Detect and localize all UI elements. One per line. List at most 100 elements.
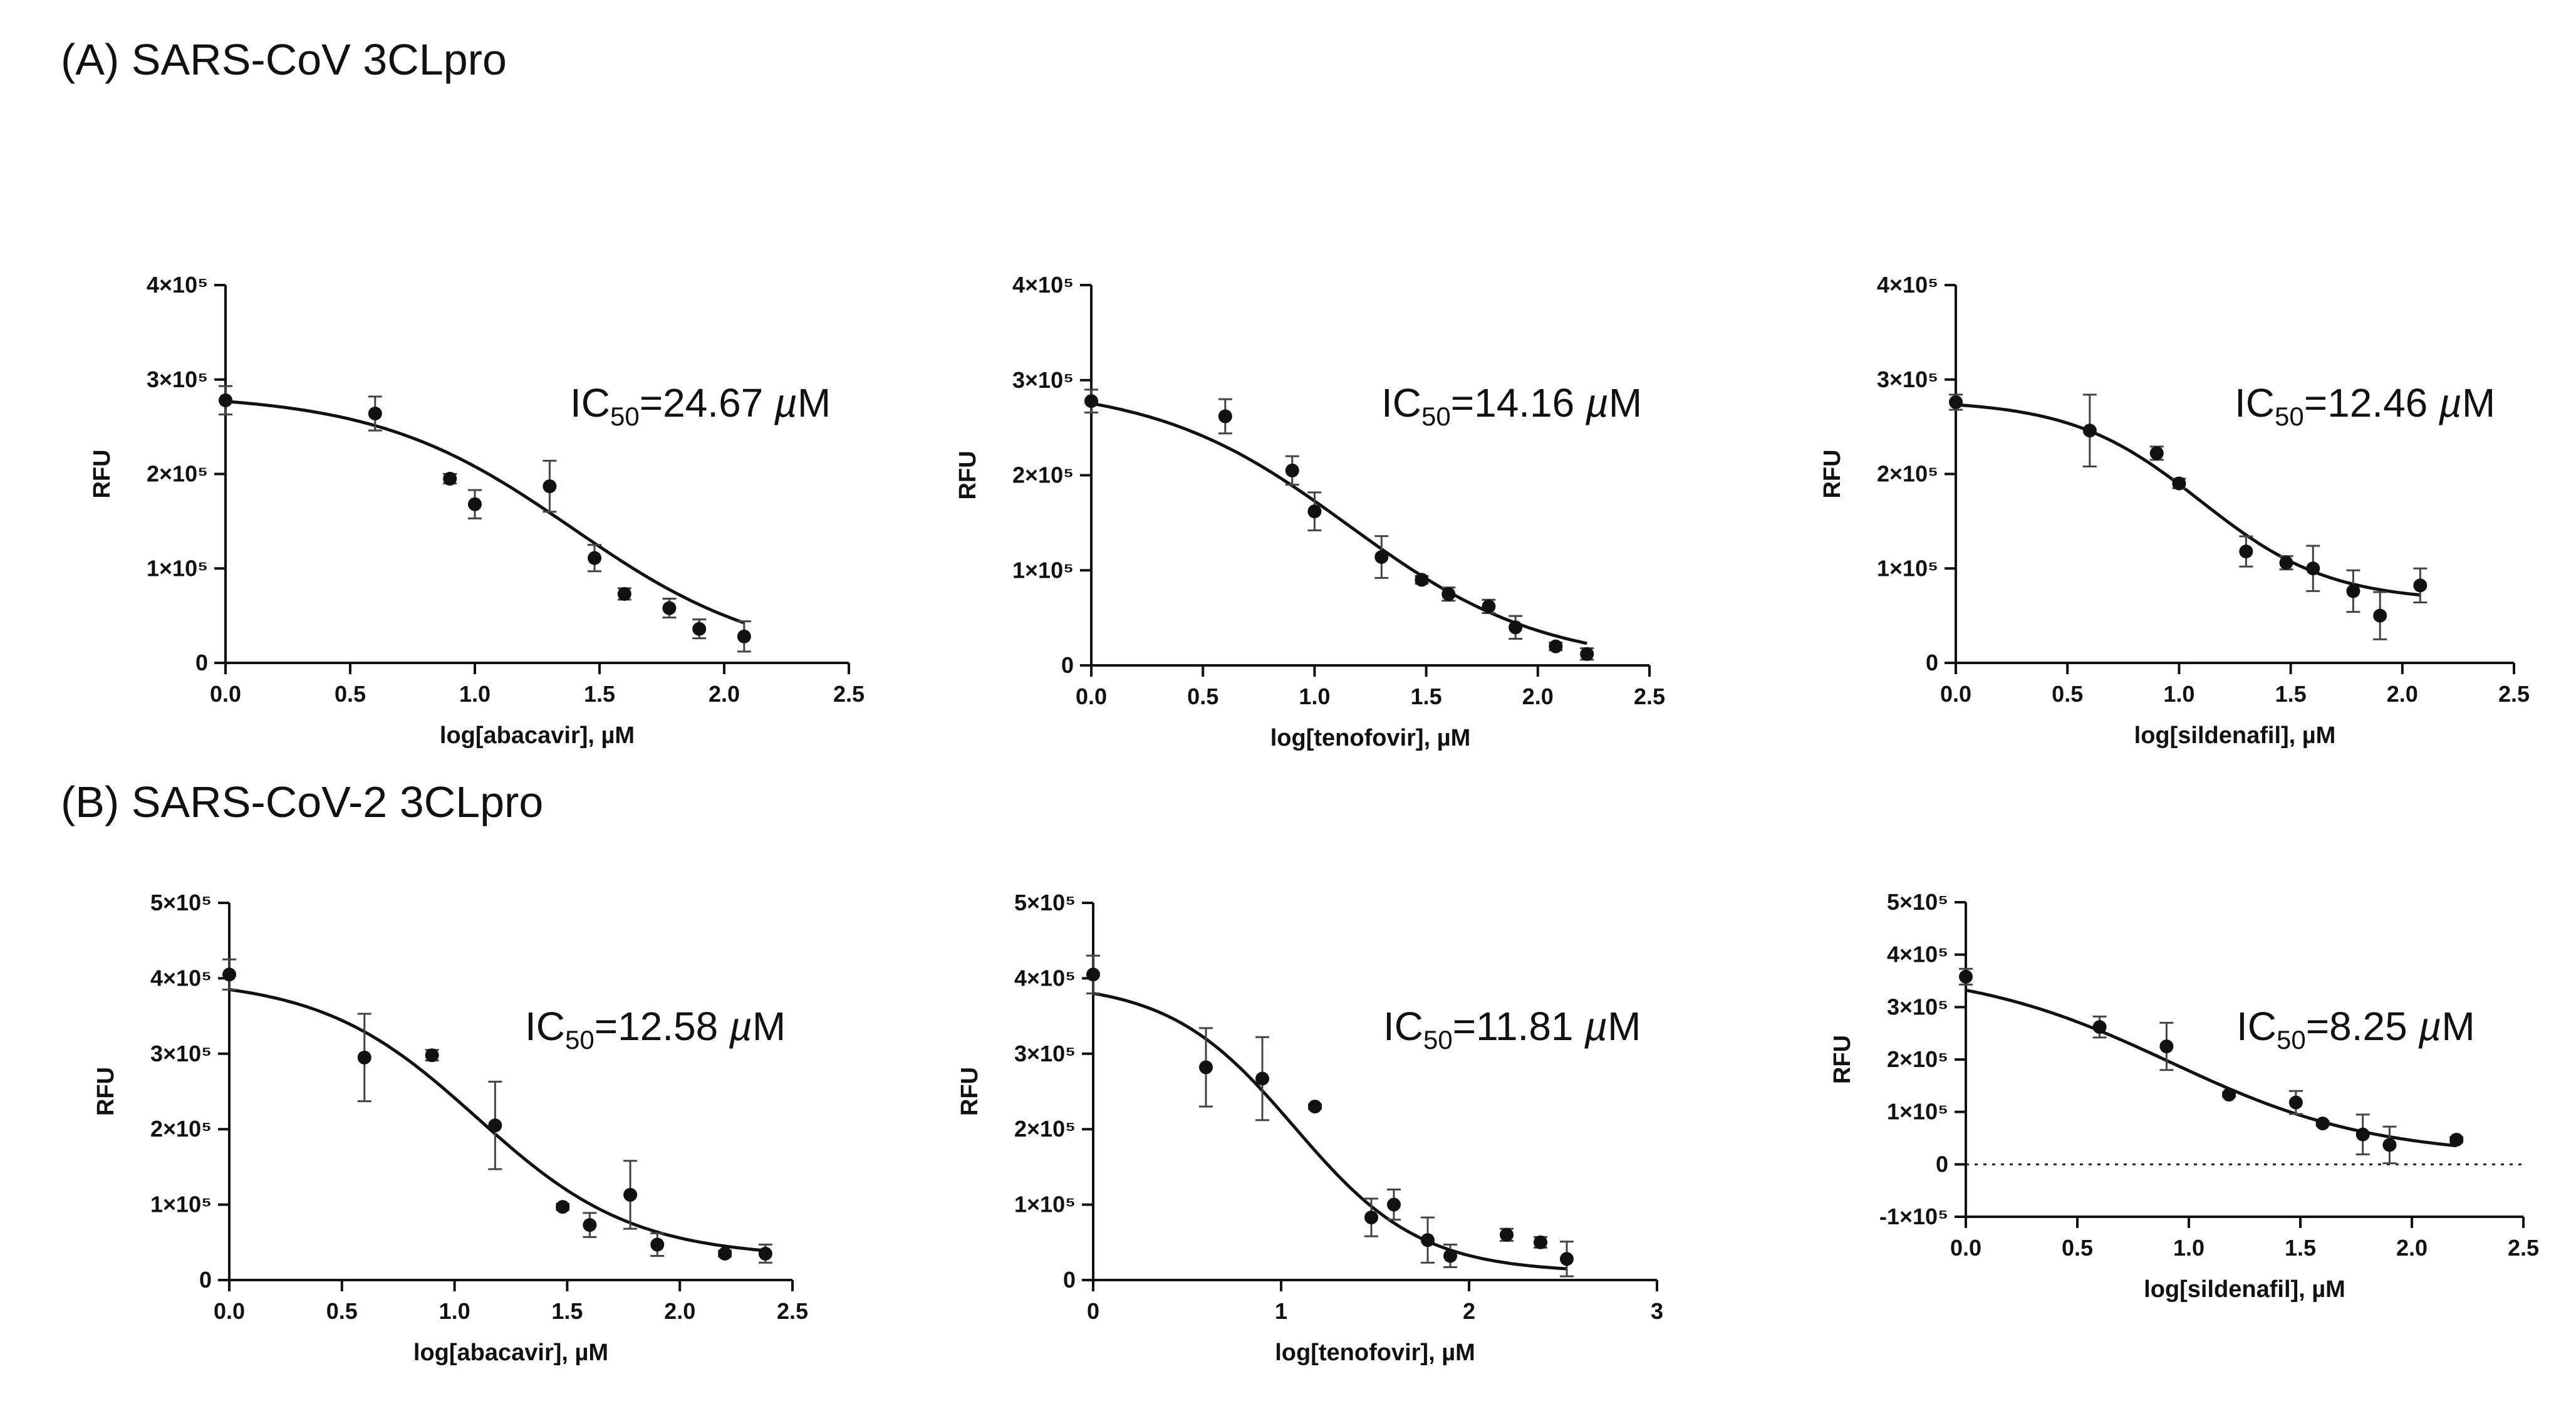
data-marker [1560,1252,1574,1266]
ic50-prefix: IC [2235,380,2275,425]
data-point [2315,1117,2330,1131]
data-point [2346,569,2360,613]
data-point [1255,1036,1269,1122]
data-marker [443,472,457,486]
data-point [1580,647,1594,661]
data-point [488,1080,502,1170]
data-marker [2315,1117,2330,1131]
ic50-annotation: IC50=12.46 µM [2235,380,2495,431]
data-point [1443,1243,1457,1269]
data-marker [2172,476,2186,491]
data-point [2279,555,2293,571]
y-axis-label: RFU [89,449,115,498]
x-tick-label: 1.0 [439,1298,470,1324]
data-point [1374,535,1389,579]
data-point [737,620,751,653]
y-tick-label: 1×10⁵ [1887,1099,1948,1125]
data-marker [1500,1227,1514,1242]
data-point [1307,491,1322,532]
chart-2: 0.0 0.5 1.0 1.5 2.0 2.5 0 1×10⁵ 2×10⁵ 3×10⁵ 4×10⁵ l… [955,272,1665,751]
y-tick-label: 2×10⁵ [1012,462,1074,488]
ic50-unit-mu: µ [1585,380,1609,425]
x-tick-label: 1.0 [459,681,491,707]
data-point [1084,388,1098,414]
data-point [1441,586,1456,602]
x-axis-label: log[sildenafil], µM [2134,722,2336,749]
y-tick-label: 0 [1063,1267,1076,1293]
data-point [588,544,602,573]
ic50-value: =11.81 [1453,1004,1585,1049]
ic50-annotation: IC50=24.67 µM [570,380,831,431]
data-marker [1364,1211,1378,1225]
y-tick-label: 4×10⁵ [1012,272,1074,298]
ic50-annotation: IC50=12.58 µM [525,1004,786,1054]
y-tick-label: 3×10⁵ [147,367,208,392]
x-tick-label: 1 [1275,1298,1287,1324]
x-tick-label: 1.5 [2275,681,2307,707]
ic50-unit-mu: µ [2438,380,2462,425]
data-marker [488,1118,502,1133]
x-tick-label: 1.5 [584,681,615,707]
data-marker [1374,550,1389,565]
x-tick-label: 0.0 [210,681,241,707]
data-marker [1509,620,1523,635]
data-marker [1421,1233,1435,1247]
ic50-value: =14.16 [1451,380,1586,425]
data-point [222,958,236,991]
data-point [2092,1015,2107,1039]
data-point [2449,1133,2464,1147]
data-point [2373,591,2387,640]
ic50-unit-mu: µ [729,1004,752,1049]
x-axis-label: log[tenofovir], µM [1270,725,1471,751]
x-tick-label: 0.0 [1076,684,1107,709]
data-marker [692,622,707,636]
x-tick-label: 0.5 [2062,1235,2093,1261]
data-marker [588,551,602,565]
x-tick-label: 0 [1087,1298,1099,1324]
ic50-value: =8.25 [2306,1004,2419,1049]
y-tick-label: 5×10⁵ [1887,889,1948,915]
data-point [1560,1241,1574,1278]
data-point [425,1048,439,1063]
y-tick-label: 4×10⁵ [150,965,212,991]
data-marker [737,629,751,643]
x-tick-label: 2.5 [777,1298,808,1324]
fit-curve [229,987,771,1253]
data-marker [1549,639,1563,653]
x-tick-label: 0.0 [214,1298,245,1324]
data-marker [1580,647,1594,661]
fit-curve [225,400,745,625]
ic50-subscript: 50 [1421,402,1451,431]
y-tick-label: 3×10⁵ [1887,994,1948,1019]
x-tick-label: 0.0 [1940,681,1971,707]
x-tick-label: 1.0 [2173,1235,2205,1261]
x-tick-label: 2.5 [833,681,865,707]
y-tick-label: 5×10⁵ [150,890,212,915]
data-point [2159,1021,2174,1071]
y-tick-label: 2×10⁵ [150,1116,212,1142]
data-point [1549,639,1563,653]
chart-6: 0.0 0.5 1.0 1.5 2.0 2.5 -1×10⁵ 0 1×10⁵ 2×10⁵ 3×10⁵… [1829,889,2539,1303]
data-marker [2288,1095,2303,1110]
x-tick-label: 2.5 [1634,684,1665,709]
ic50-annotation: IC50=8.25 µM [2236,1004,2475,1054]
y-axis-label: RFU [957,1067,983,1116]
data-marker [1308,1100,1322,1114]
ic50-unit: M [2441,1004,2475,1049]
data-marker [1482,599,1496,613]
data-marker [1387,1197,1401,1212]
data-marker [2279,556,2293,570]
ic50-value: =12.58 [595,1004,729,1049]
data-marker [623,1187,638,1202]
ic50-unit-mu: µ [774,380,797,425]
x-tick-label: 0.5 [2052,681,2083,707]
y-tick-label: 1×10⁵ [1012,557,1074,583]
ic50-subscript: 50 [2277,1025,2306,1054]
chart-4: 0.0 0.5 1.0 1.5 2.0 2.5 0 1×10⁵ 2×10⁵ 3×10⁵ 4×10⁵ 5… [93,890,808,1366]
y-tick-label: 5×10⁵ [1014,890,1076,915]
data-point [692,618,707,640]
data-point [2288,1090,2303,1115]
data-point [556,1200,570,1214]
data-point [2222,1088,2236,1102]
y-tick-label: -1×10⁵ [1879,1204,1948,1229]
